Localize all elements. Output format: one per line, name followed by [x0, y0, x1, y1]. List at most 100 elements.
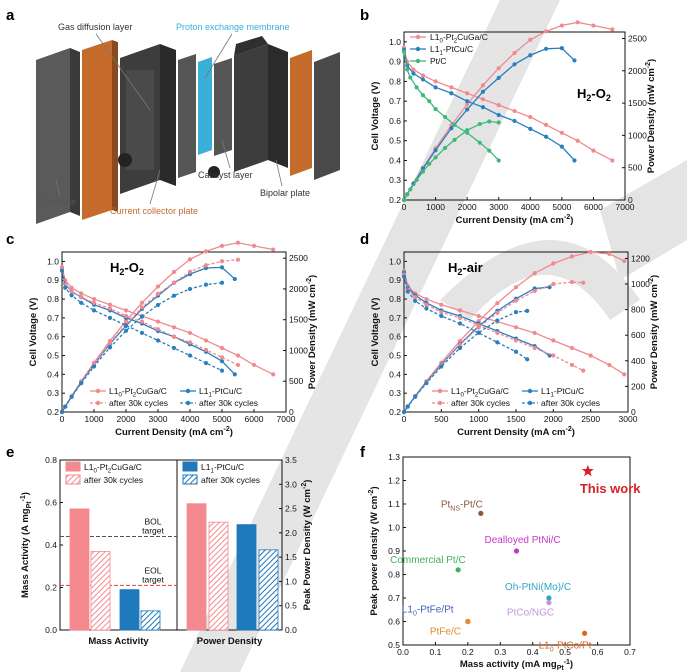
legend-entry-part: -Pt: [464, 386, 476, 396]
series-2-voltage-point: [427, 99, 432, 104]
legend-entry-part: after 30k cycles: [109, 398, 168, 408]
scatter-point-label: PtNS-Pt/C: [441, 499, 483, 512]
series-0-voltage-point: [439, 302, 444, 307]
power-density-bar: [236, 524, 257, 631]
x-tick-label: 0: [60, 414, 65, 424]
legend-entry-part: -Pt: [122, 386, 134, 396]
y-axis-label: Mass Activity (A mgPt-1): [20, 492, 33, 598]
legend-entry: L10-Pt2CuGa/C: [84, 462, 142, 475]
legend-entry: L11-PtCu/C: [430, 44, 473, 57]
panel-d-label: d: [360, 231, 369, 248]
legend-swatch: [65, 461, 81, 472]
y2-axis-label-part: Peak Power Density (W cm: [302, 489, 313, 610]
legend-entry-part: L1: [84, 462, 94, 472]
series-1-voltage-point: [512, 118, 517, 124]
series-2-voltage-point: [79, 295, 84, 300]
legend-entry: after 30k cycles: [84, 475, 143, 485]
series-0-voltage-point: [424, 296, 429, 302]
series-2-power-point: [171, 280, 177, 285]
condition-b: H2-O2: [577, 86, 611, 103]
legend-entry-part: 1: [210, 468, 214, 475]
y2-axis-label: Power Density (mW cm-2): [648, 275, 660, 389]
series-2-power-point: [569, 279, 575, 285]
legend-entry-part: 0: [460, 392, 464, 399]
legend-entry-part: CuGa/C: [136, 386, 167, 396]
series-3-voltage-point: [219, 368, 225, 373]
legend-entry-part: 2: [133, 392, 137, 399]
condition-c: H2-O2: [110, 260, 144, 277]
scatter-label-part: Dealloyed PtNi/C: [485, 535, 561, 546]
series-0-voltage-point: [187, 330, 193, 336]
chart-c: 0 1000 2000 3000 4000 5000 6000 70000.20.30.40.…: [28, 240, 318, 438]
series-2-voltage-point: [123, 313, 129, 319]
series-0-power-point: [155, 284, 161, 289]
legend-entry: L11-PtCu/C: [201, 462, 244, 475]
series-2-voltage-point: [69, 289, 74, 294]
scatter-label-part: L1: [539, 640, 551, 651]
series-2-voltage-point: [413, 295, 418, 300]
series-0-voltage-point: [91, 296, 97, 302]
scatter-point-label: This work: [580, 481, 641, 496]
y2-axis-label-part: Power Density (mW cm: [646, 68, 657, 173]
series-0-power-point: [123, 318, 129, 324]
series-1-power-point: [480, 89, 486, 94]
series-1-power-point: [496, 75, 501, 80]
y2-tick-label: 2.5: [285, 504, 297, 514]
series-1-voltage-point: [420, 77, 426, 82]
series-3-power-point: [107, 345, 113, 350]
series-0-power-point: [187, 257, 193, 262]
x-tick-label: 2500: [581, 414, 600, 424]
x-tick-label: 0: [402, 414, 407, 424]
series-0-power-point: [203, 249, 209, 254]
series-2-power-point: [235, 257, 241, 262]
legend-swatch-dot: [527, 400, 533, 406]
series-2-voltage-point: [155, 327, 161, 332]
y-tick-label: 0.2: [45, 583, 57, 593]
series-0-power-point: [607, 251, 612, 257]
x-tick-label: 1000: [469, 414, 488, 424]
series-1-voltage-point: [433, 85, 438, 90]
legend-entry-part: L1: [451, 386, 461, 396]
y2-tick-label: 800: [631, 305, 645, 315]
series-2-voltage-point: [442, 114, 448, 120]
y2-tick-label: 1500: [628, 98, 647, 108]
series-3-voltage-point: [439, 313, 444, 319]
y-tick-label: 0.9: [389, 275, 401, 285]
y2-tick-label: 600: [631, 330, 645, 340]
series-2-voltage-point: [439, 310, 444, 315]
legend-entry: after 30k cycles: [199, 398, 258, 408]
x-axis-label-part: Mass activity (mA mg: [460, 659, 557, 670]
y-tick-label: 0.7: [47, 313, 59, 323]
y-tick-label: 1.3: [388, 452, 400, 462]
series-0-power-point: [528, 37, 533, 42]
series-2-voltage-point: [477, 140, 482, 145]
y2-tick-label: 3.0: [285, 479, 297, 489]
series-2-power-point: [401, 197, 407, 203]
series-3-voltage-point: [495, 340, 500, 345]
series-0-power-point: [575, 20, 580, 25]
y2-tick-label: 500: [628, 163, 642, 173]
y-tick-label: 0.4: [389, 369, 401, 379]
scatter-label-part: 0: [413, 611, 417, 618]
series-0-voltage-point: [79, 291, 84, 296]
x-axis-label-part: Current Density (mA cm: [457, 427, 565, 438]
category-label: Power Density: [197, 636, 263, 647]
scatter-point: [546, 595, 552, 601]
series-2-voltage-point: [513, 338, 519, 343]
y-tick-label: 0.0: [45, 625, 57, 635]
y2-tick-label: 2.0: [285, 528, 297, 538]
y-tick-label: 0.6: [47, 332, 59, 342]
legend-swatch: [182, 461, 198, 472]
legend-swatch-dot: [185, 388, 191, 394]
x-tick-label: 7000: [277, 414, 296, 424]
scatter-label-part: 0: [550, 646, 554, 653]
legend-entry-part: Pt/C: [430, 56, 447, 66]
x-axis-label-part: ): [570, 215, 573, 226]
series-0-voltage-point: [465, 91, 470, 96]
series-2-voltage-point: [401, 49, 407, 54]
legend-entry-part: after 30k cycles: [199, 398, 258, 408]
series-0-voltage-point: [476, 313, 481, 319]
y2-tick-label: 500: [289, 376, 303, 386]
series-0-power-point: [251, 243, 257, 248]
series-3-power-point: [401, 409, 407, 415]
